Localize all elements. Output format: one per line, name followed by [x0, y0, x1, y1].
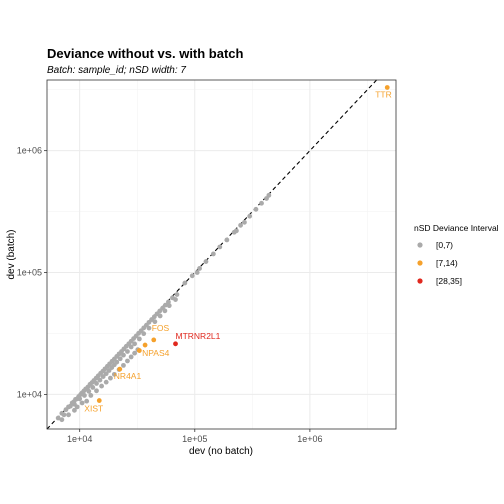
point-series-1 — [136, 348, 142, 353]
point-series-0 — [152, 319, 158, 325]
point-series-0 — [99, 383, 104, 389]
point-series-0 — [121, 362, 126, 368]
point-series-0 — [61, 412, 67, 418]
y-axis-label: dev (batch) — [6, 229, 17, 279]
chart-subtitle: Batch: sample_id; nSD width: 7 — [47, 65, 186, 76]
point-series-0 — [103, 379, 109, 385]
point-series-0 — [59, 417, 65, 423]
point-series-1 — [384, 85, 390, 90]
point-series-0 — [174, 292, 180, 297]
annotations-layer: TTR FOS NPAS4 NR4A1 XIST MTRNR2L1 — [84, 90, 391, 414]
x-tick-label: 1e+06 — [297, 434, 322, 444]
legend-key — [417, 260, 423, 266]
plot-border — [46, 79, 397, 430]
point-series-0 — [132, 341, 138, 347]
legend-title: nSD Deviance Interval — [414, 223, 499, 233]
annotation-label: MTRNR2L1 — [176, 331, 221, 341]
point-series-2 — [173, 341, 178, 347]
point-series-0 — [224, 237, 230, 243]
x-tick-label: 1e+04 — [67, 434, 92, 444]
legend-key — [417, 242, 423, 248]
annotation-label: TTR — [375, 90, 392, 100]
legend-label: [0,7) — [436, 240, 453, 250]
point-series-0 — [217, 244, 223, 250]
point-series-0 — [125, 349, 130, 354]
point-series-0 — [72, 407, 77, 413]
legend-label: [7,14) — [436, 258, 458, 268]
point-series-0 — [182, 280, 188, 286]
point-series-0 — [166, 299, 171, 305]
y-tick-label: 1e+06 — [17, 146, 42, 156]
annotation-label: FOS — [152, 323, 170, 333]
point-series-0 — [166, 303, 172, 309]
point-series-1 — [151, 337, 157, 343]
point-series-0 — [111, 371, 117, 377]
points-layer — [55, 85, 390, 423]
point-series-0 — [86, 388, 92, 394]
point-series-0 — [84, 398, 90, 404]
point-series-0 — [234, 228, 239, 234]
x-tick-label: 1e+05 — [182, 434, 207, 444]
point-series-0 — [117, 356, 123, 362]
y-tick-label: 1e+04 — [17, 389, 42, 399]
y-tick-label: 1e+05 — [17, 268, 42, 278]
point-series-1 — [96, 398, 102, 403]
point-series-0 — [247, 213, 253, 219]
point-series-1 — [117, 366, 123, 372]
point-series-0 — [146, 325, 152, 331]
point-series-0 — [103, 371, 109, 377]
point-series-0 — [94, 388, 99, 394]
legend-label: [28,35] — [436, 276, 462, 286]
point-series-0 — [210, 251, 216, 257]
point-series-0 — [197, 266, 202, 271]
point-series-0 — [259, 200, 264, 206]
point-series-0 — [238, 222, 243, 228]
annotation-label: NR4A1 — [114, 371, 142, 381]
point-series-0 — [162, 308, 168, 314]
point-series-0 — [162, 302, 168, 308]
point-series-0 — [108, 375, 113, 381]
point-series-0 — [97, 377, 103, 383]
point-series-0 — [141, 331, 147, 337]
point-series-0 — [125, 358, 130, 364]
legend: nSD Deviance Interval [0,7) [7,14) [28,35] — [414, 223, 499, 286]
annotation-label: XIST — [84, 404, 103, 414]
point-series-0 — [100, 374, 106, 379]
point-series-0 — [74, 404, 80, 410]
point-series-1 — [142, 342, 148, 348]
y-axis: 1e+04 1e+05 1e+06 — [17, 146, 47, 399]
point-series-0 — [77, 396, 83, 402]
point-series-0 — [79, 400, 85, 406]
annotation-label: NPAS4 — [142, 348, 170, 358]
point-series-0 — [242, 219, 247, 225]
point-series-0 — [136, 336, 142, 342]
x-axis-label: dev (no batch) — [189, 446, 253, 457]
point-series-0 — [194, 270, 200, 275]
grid-lines — [47, 80, 396, 429]
legend-key — [417, 278, 423, 284]
x-axis: 1e+04 1e+05 1e+06 — [67, 429, 323, 444]
point-series-0 — [94, 381, 99, 386]
point-series-0 — [266, 192, 272, 198]
point-series-0 — [88, 393, 94, 398]
point-series-0 — [157, 313, 163, 319]
point-series-0 — [55, 415, 61, 421]
point-series-0 — [173, 297, 178, 302]
point-series-0 — [253, 206, 259, 212]
point-series-0 — [90, 385, 96, 390]
chart-title: Deviance without vs. with batch — [47, 46, 244, 61]
point-series-0 — [121, 352, 126, 358]
point-series-0 — [128, 344, 134, 350]
point-series-0 — [66, 412, 71, 418]
point-series-0 — [132, 350, 138, 356]
point-series-0 — [114, 359, 120, 365]
point-series-0 — [128, 354, 134, 360]
point-series-0 — [203, 259, 209, 264]
point-series-0 — [82, 393, 87, 398]
point-series-0 — [189, 273, 195, 279]
